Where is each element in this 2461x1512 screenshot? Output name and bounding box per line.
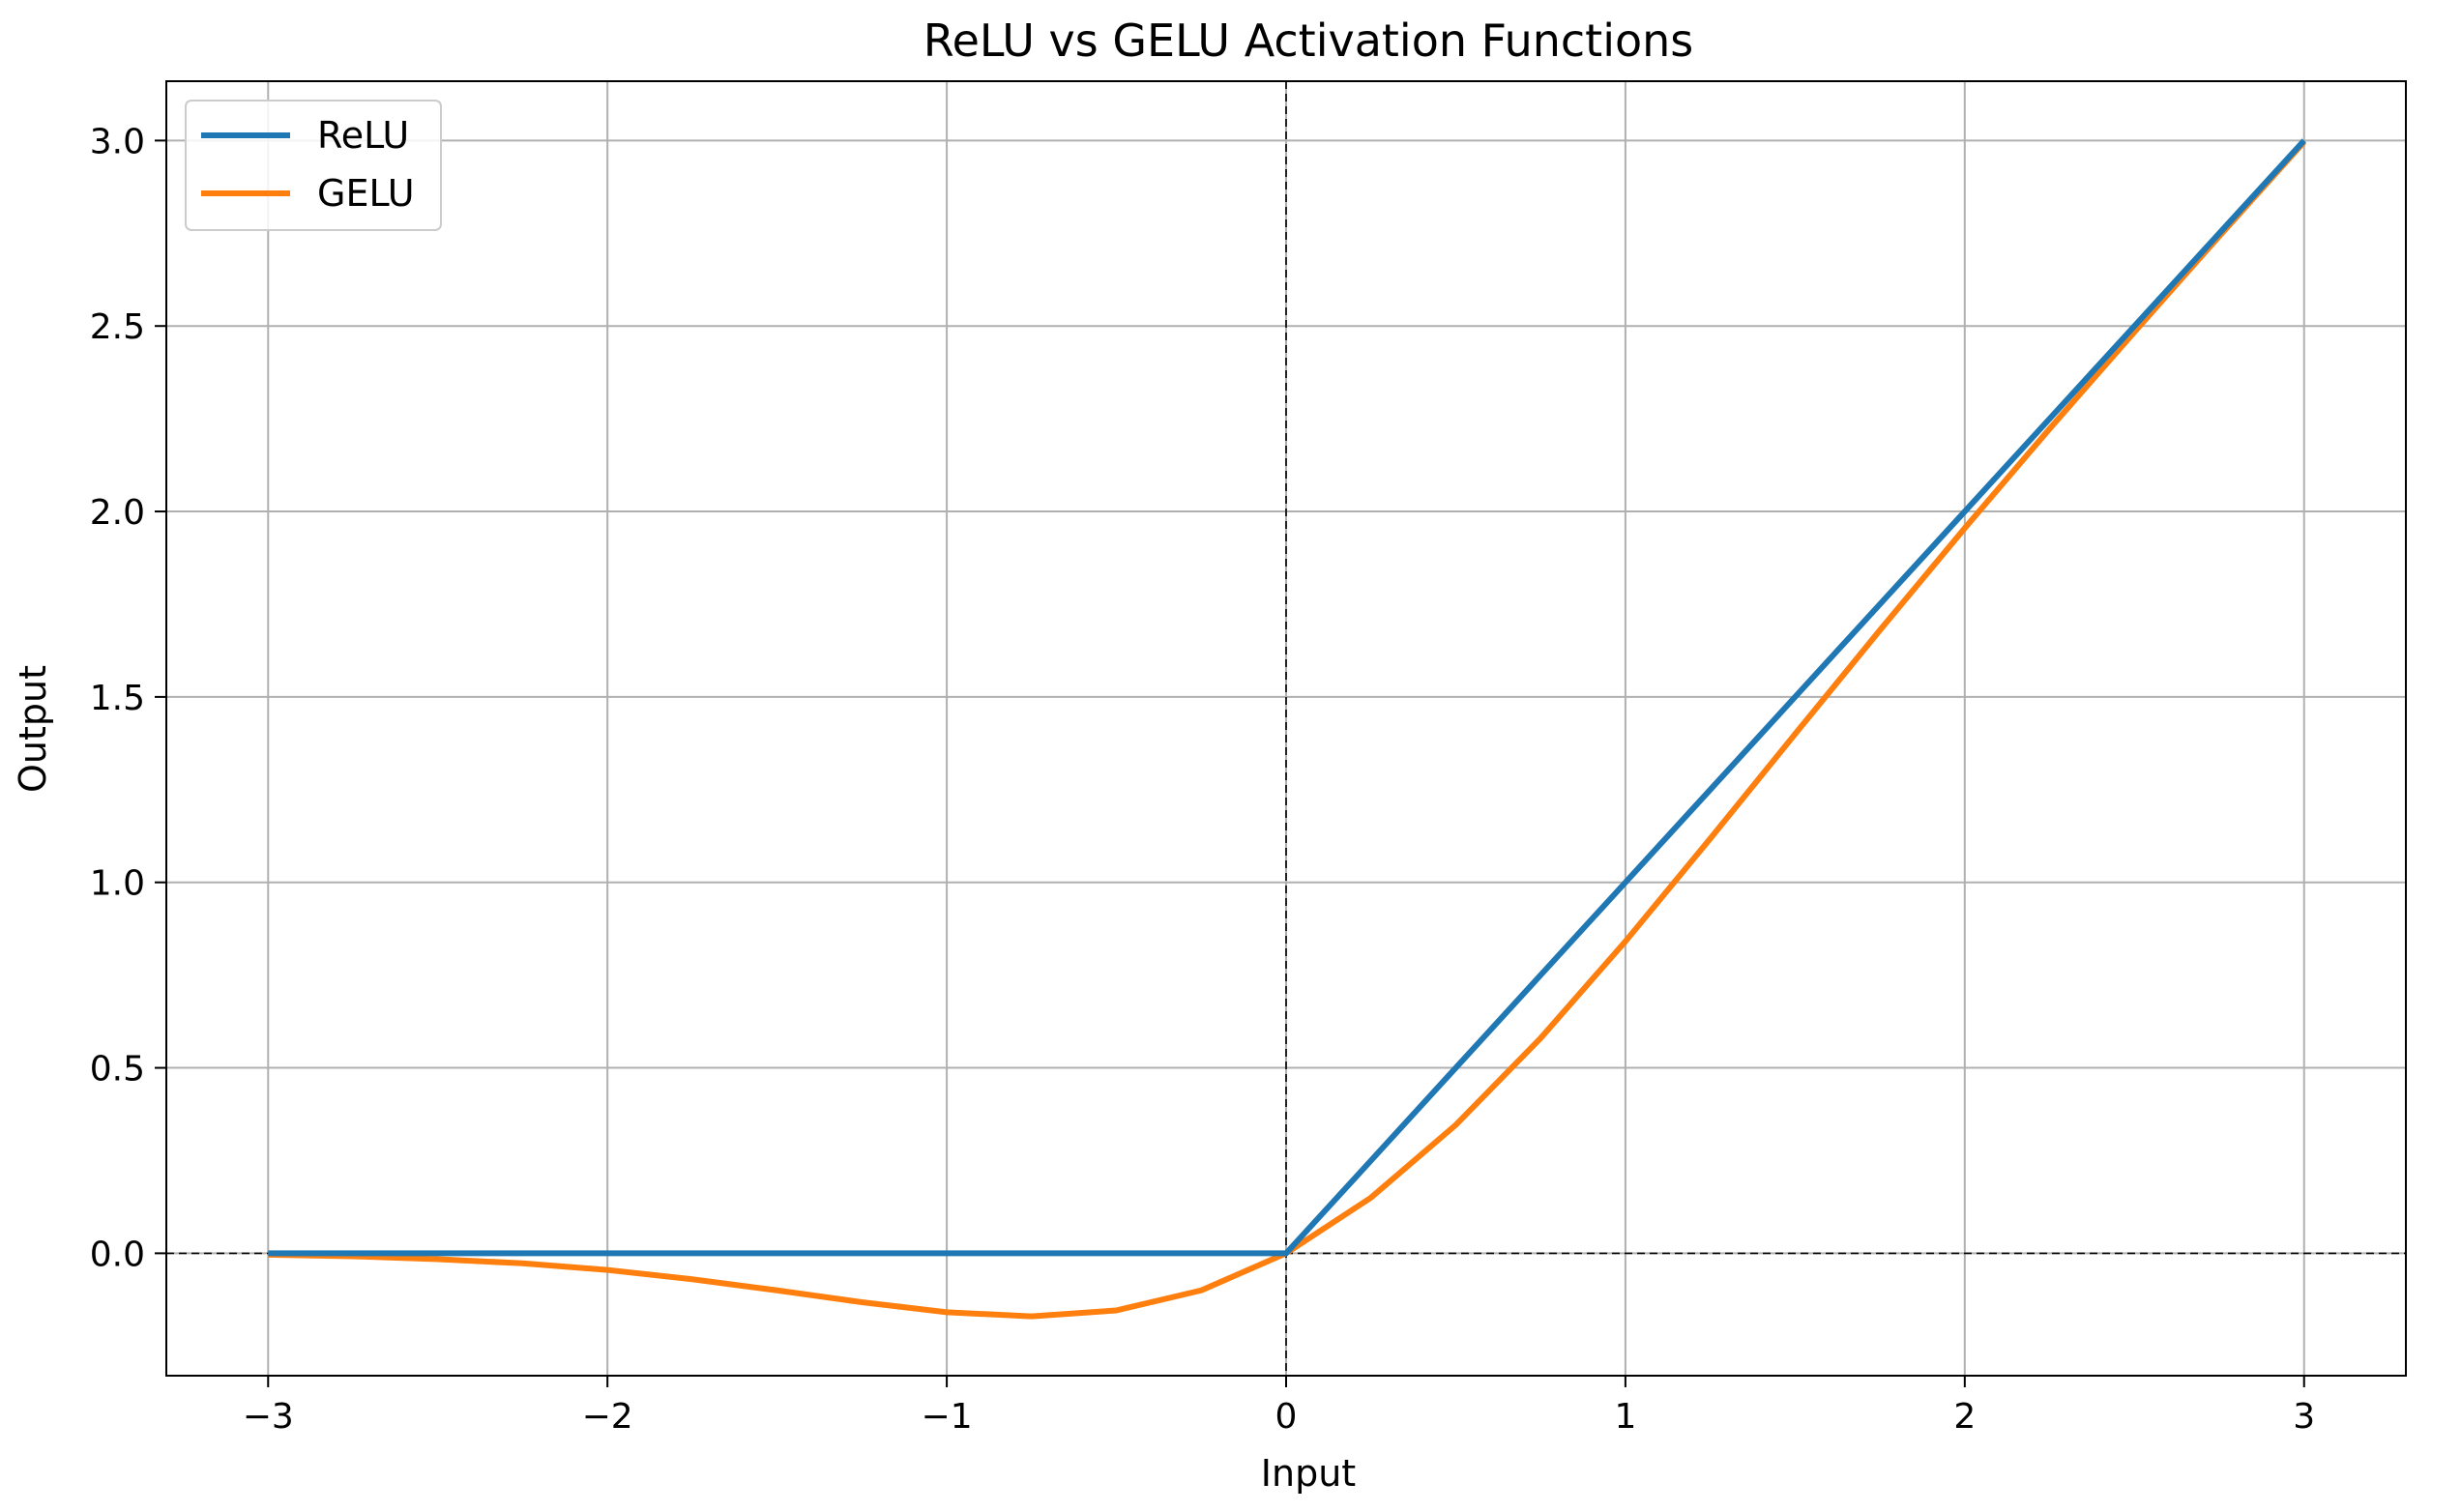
x-tick-label: −3 — [243, 1397, 294, 1437]
plot-series — [268, 138, 2306, 1320]
y-tick-label: 2.5 — [90, 307, 145, 347]
x-tick-label: 1 — [1614, 1397, 1636, 1437]
chart-legend: ReLU GELU — [185, 100, 442, 231]
x-tick-label: 3 — [2293, 1397, 2315, 1437]
x-axis-label: Input — [1261, 1452, 1356, 1495]
y-tick-label: 1.0 — [90, 864, 145, 904]
axis-ticks: −3 −2 −1 0 1 2 3 0.0 0.5 1.0 1.5 2.0 2.5 3.0 — [90, 122, 2315, 1437]
legend-label-relu: ReLU — [317, 114, 409, 157]
x-tick-label: −1 — [922, 1397, 973, 1437]
y-tick-label: 0.0 — [90, 1235, 145, 1274]
chart-title: ReLU vs GELU Activation Functions — [923, 15, 1694, 67]
legend-label-gelu: GELU — [317, 172, 415, 215]
y-axis-label: Output — [12, 665, 54, 793]
y-tick-label: 3.0 — [90, 122, 145, 161]
y-tick-label: 2.0 — [90, 493, 145, 533]
x-tick-label: 2 — [1953, 1397, 1976, 1437]
x-tick-label: −2 — [582, 1397, 633, 1437]
series-line-relu — [268, 138, 2306, 1257]
y-tick-label: 1.5 — [90, 679, 145, 718]
y-tick-label: 0.5 — [90, 1050, 145, 1090]
x-tick-label: 0 — [1275, 1397, 1298, 1437]
